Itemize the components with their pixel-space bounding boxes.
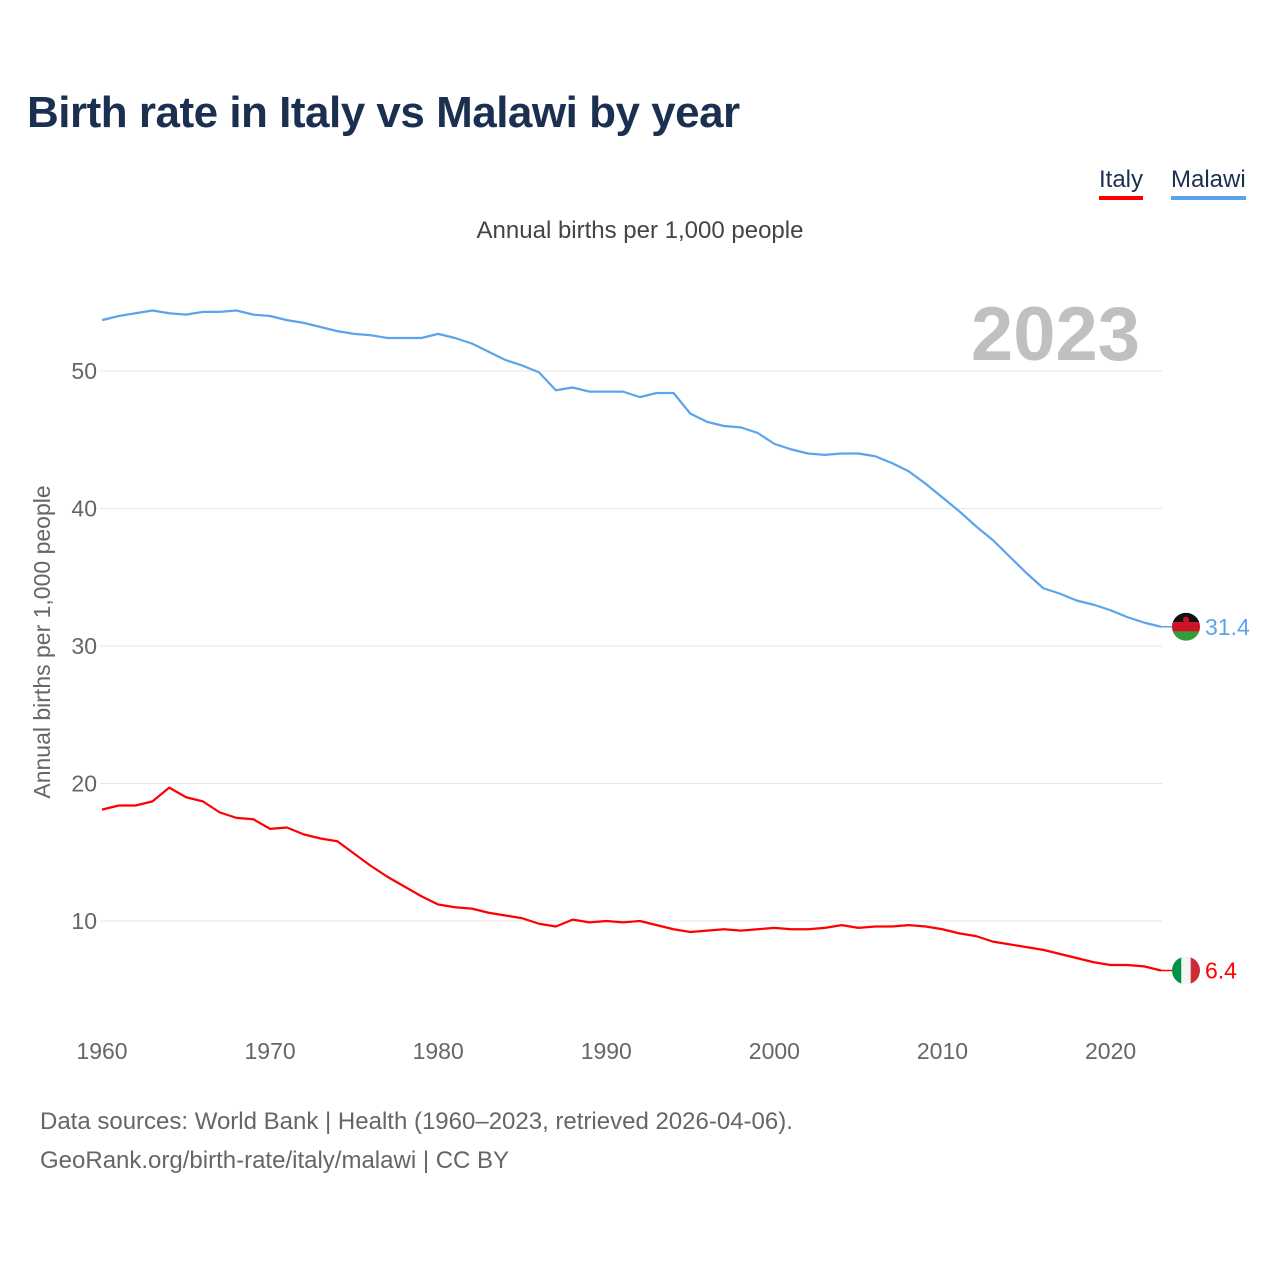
legend-item-italy[interactable]: Italy	[1099, 166, 1144, 200]
y-tick-label: 10	[71, 908, 97, 934]
y-tick-label: 50	[71, 358, 97, 384]
y-tick-label: 30	[71, 633, 97, 659]
end-value-label-malawi: 31.4	[1205, 614, 1250, 640]
x-tick-label: 2000	[749, 1038, 800, 1064]
year-watermark: 2023	[971, 292, 1140, 377]
series-line-malawi	[101, 309, 1162, 628]
y-axis-label: Annual births per 1,000 people	[29, 485, 55, 798]
end-value-label-italy: 6.4	[1205, 958, 1237, 984]
flag-icon-italy	[1172, 956, 1200, 985]
x-tick-label: 1990	[581, 1038, 632, 1064]
y-tick-label: 40	[71, 496, 97, 522]
x-tick-label: 2010	[917, 1038, 968, 1064]
legend-swatch-italy	[1099, 196, 1144, 200]
y-tick-label: 20	[71, 771, 97, 797]
page-title: Birth rate in Italy vs Malawi by year	[27, 88, 740, 137]
legend-swatch-malawi	[1171, 196, 1246, 200]
x-tick-label: 1970	[245, 1038, 296, 1064]
legend-item-malawi[interactable]: Malawi	[1171, 166, 1246, 200]
source-link[interactable]: GeoRank.org/birth-rate/italy/malawi | CC…	[40, 1147, 510, 1174]
flag-icon-malawi	[1172, 612, 1200, 641]
x-tick-label: 1980	[413, 1038, 464, 1064]
legend-label-malawi: Malawi	[1171, 166, 1246, 193]
chart-subtitle: Annual births per 1,000 people	[476, 217, 804, 244]
x-tick-label: 1960	[76, 1038, 127, 1064]
x-tick-label: 2020	[1085, 1038, 1136, 1064]
legend-label-italy: Italy	[1099, 166, 1144, 193]
series-line-italy	[101, 786, 1162, 972]
source-line: Data sources: World Bank | Health (1960–…	[40, 1108, 793, 1135]
